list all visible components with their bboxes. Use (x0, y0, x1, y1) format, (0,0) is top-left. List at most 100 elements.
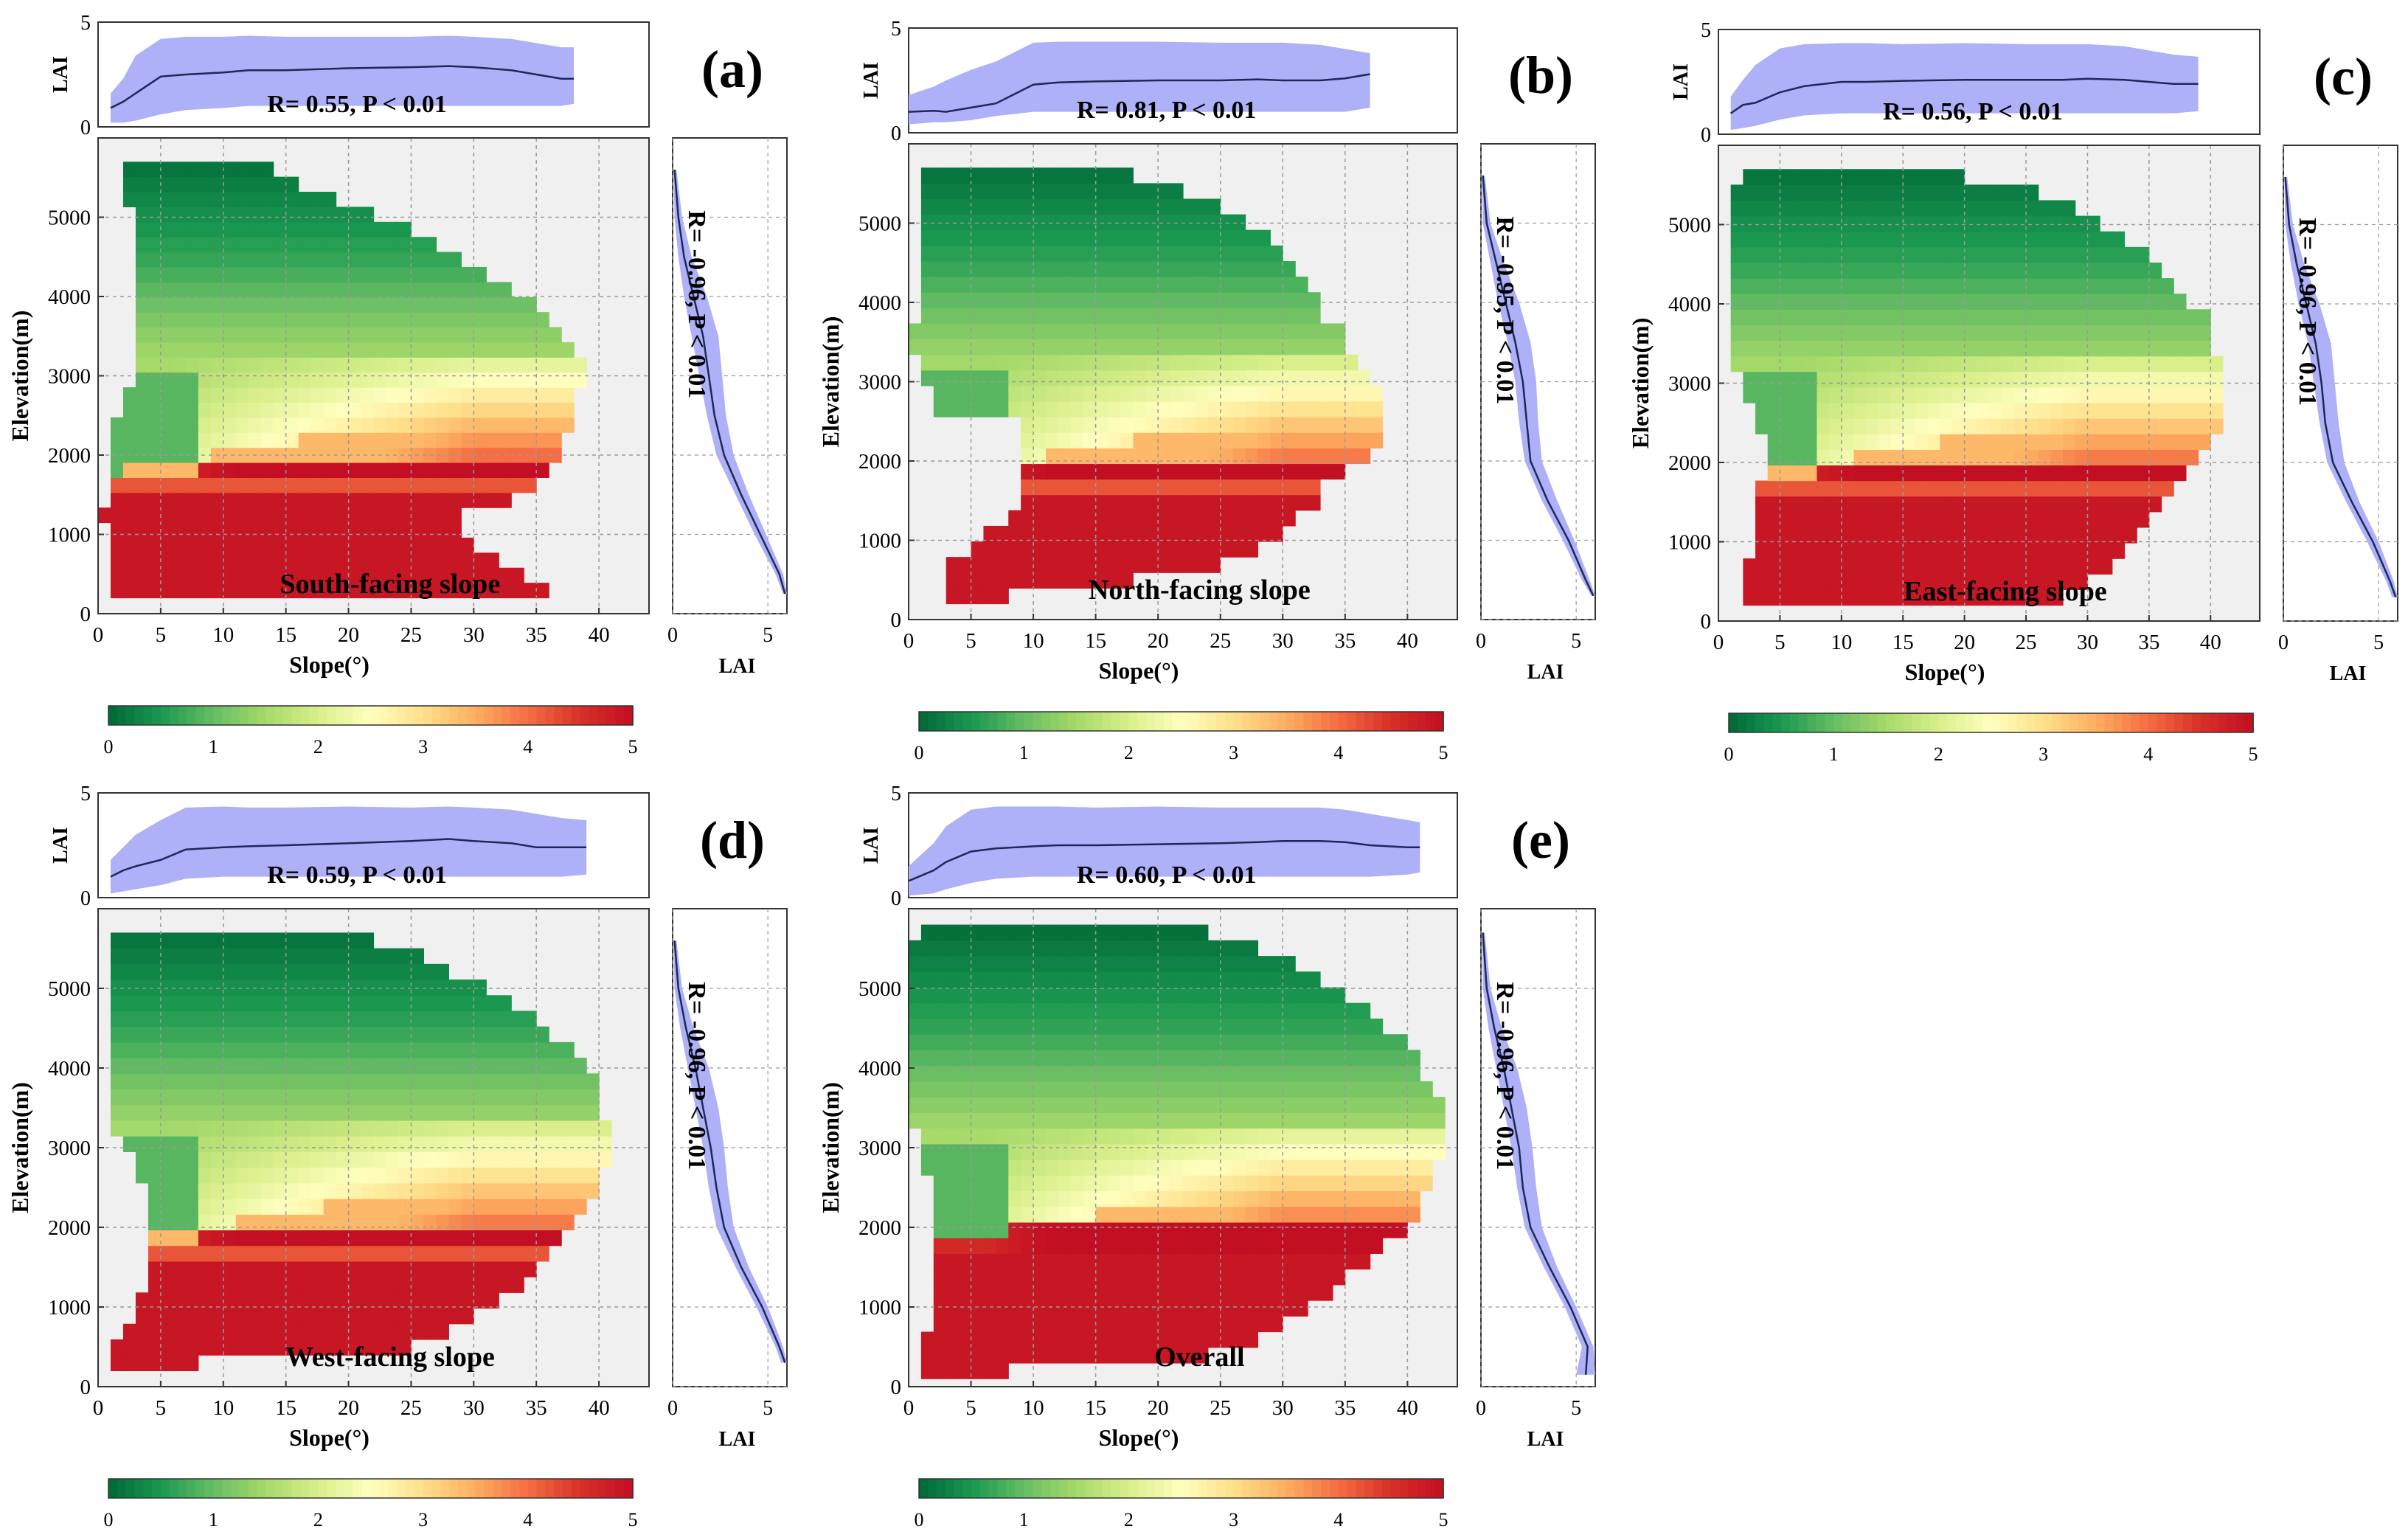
heatmap-cell (1021, 417, 1034, 433)
heatmap-cell (1232, 354, 1246, 371)
heatmap-cell (1245, 1034, 1259, 1051)
heatmap-cell (1133, 260, 1146, 277)
heatmap-cell (361, 492, 375, 508)
heatmap-cell (386, 282, 400, 298)
heatmap-cell (1245, 1065, 1259, 1082)
heatmap-cell (1095, 1190, 1109, 1207)
heatmap-cell (1183, 1238, 1196, 1254)
heatmap-cell (185, 1292, 199, 1309)
heatmap-cell (1108, 510, 1122, 527)
heatmap-cell (2013, 200, 2027, 217)
heatmap-cell (1058, 417, 1072, 433)
heatmap-cell (958, 971, 972, 988)
heatmap-cell (586, 1167, 600, 1184)
heatmap-cell (273, 567, 287, 583)
heatmap-cell (1878, 325, 1892, 341)
heatmap-cell (996, 1159, 1009, 1176)
colorbar-segment (405, 1479, 415, 1498)
heatmap-cell (1095, 541, 1109, 558)
heatmap-cell (148, 297, 162, 313)
heatmap-cell (198, 1041, 212, 1058)
colorbar-segment (1399, 712, 1409, 731)
heatmap-cell (561, 1104, 575, 1121)
heatmap-cell (1008, 401, 1021, 417)
heatmap-cell (1232, 1269, 1246, 1286)
heatmap-cell (298, 537, 312, 553)
heatmap-cell (135, 567, 149, 583)
heatmap-cell (1207, 1238, 1221, 1254)
heatmap-cell (336, 932, 350, 949)
heatmap-cell (223, 1214, 237, 1231)
heatmap-cell (945, 572, 960, 589)
colorbar-segment (1321, 712, 1330, 731)
heatmap-cell (1792, 449, 1805, 466)
heatmap-cell (2063, 262, 2076, 279)
heatmap-cell (260, 252, 274, 268)
heatmap-cell (1357, 417, 1371, 433)
heatmap-cell (110, 1339, 124, 1356)
heatmap-cell (1083, 557, 1097, 573)
heatmap-cell (461, 1136, 474, 1152)
heatmap-cell (524, 1041, 537, 1058)
colorbar-segment (615, 706, 625, 725)
heatmap-cell (1021, 1143, 1034, 1160)
heatmap-cell (173, 1245, 187, 1262)
heatmap-cell (1033, 1190, 1047, 1207)
heatmap-cell (1270, 1002, 1283, 1019)
heatmap-cell (398, 583, 412, 599)
heatmap-cell (1021, 572, 1034, 589)
colorbar-segment (1816, 713, 1826, 732)
heatmap-cell (173, 1041, 187, 1058)
heatmap-cell (1245, 987, 1259, 1004)
heatmap-cell (1170, 417, 1184, 433)
heatmap-cell (1220, 1159, 1234, 1176)
heatmap-cell (2112, 386, 2126, 403)
heatmap-cell (2050, 527, 2064, 544)
heatmap-cell (423, 297, 437, 313)
heatmap-cell (2112, 340, 2126, 357)
heatmap-cell (1083, 572, 1097, 589)
heatmap-cell (260, 507, 274, 524)
colorbar-tick-label: 0 (104, 1509, 114, 1529)
heatmap-cell (1170, 956, 1184, 972)
heatmap-cell (1817, 511, 1830, 528)
heatmap-cell (1220, 1112, 1234, 1129)
y-axis-label: Elevation(m) (7, 1082, 33, 1213)
heatmap-cell (561, 1214, 575, 1231)
heatmap-cell (373, 537, 387, 553)
heatmap-cell (536, 1120, 549, 1137)
heatmap-cell (173, 1010, 187, 1027)
top-panel-y-label: LAI (49, 56, 72, 93)
heatmap-cell (1158, 1316, 1171, 1333)
heatmap-cell (983, 1050, 996, 1067)
heatmap-cell (1058, 1143, 1072, 1160)
heatmap-cell (945, 1190, 960, 1207)
heatmap-cell (2148, 449, 2162, 466)
heatmap-cell (361, 341, 375, 358)
heatmap-cell (461, 477, 474, 493)
heatmap-cell (473, 1199, 487, 1215)
heatmap-cell (448, 492, 462, 508)
heatmap-cell (198, 948, 212, 965)
heatmap-cell (448, 1089, 462, 1106)
heatmap-cell (1058, 572, 1072, 589)
heatmap-cell (373, 1151, 387, 1168)
heatmap-cell (260, 1261, 274, 1277)
heatmap-cell (473, 341, 487, 358)
heatmap-cell (135, 312, 149, 328)
heatmap-cell (971, 987, 985, 1004)
heatmap-cell (996, 1221, 1009, 1238)
heatmap-cell (473, 357, 487, 373)
heatmap-cell (1804, 434, 1818, 450)
heatmap-cell (1977, 480, 1990, 497)
heatmap-cell (260, 537, 274, 553)
heatmap-cell (348, 583, 362, 599)
heatmap-cell (223, 1010, 237, 1027)
heatmap-cell (260, 980, 274, 996)
heatmap-cell (1120, 1018, 1134, 1035)
heatmap-cell (361, 1026, 375, 1043)
colorbar-segment (1929, 713, 1940, 732)
heatmap-cell (486, 1010, 499, 1027)
heatmap-cell (933, 1221, 947, 1238)
heatmap-cell (586, 1073, 600, 1090)
